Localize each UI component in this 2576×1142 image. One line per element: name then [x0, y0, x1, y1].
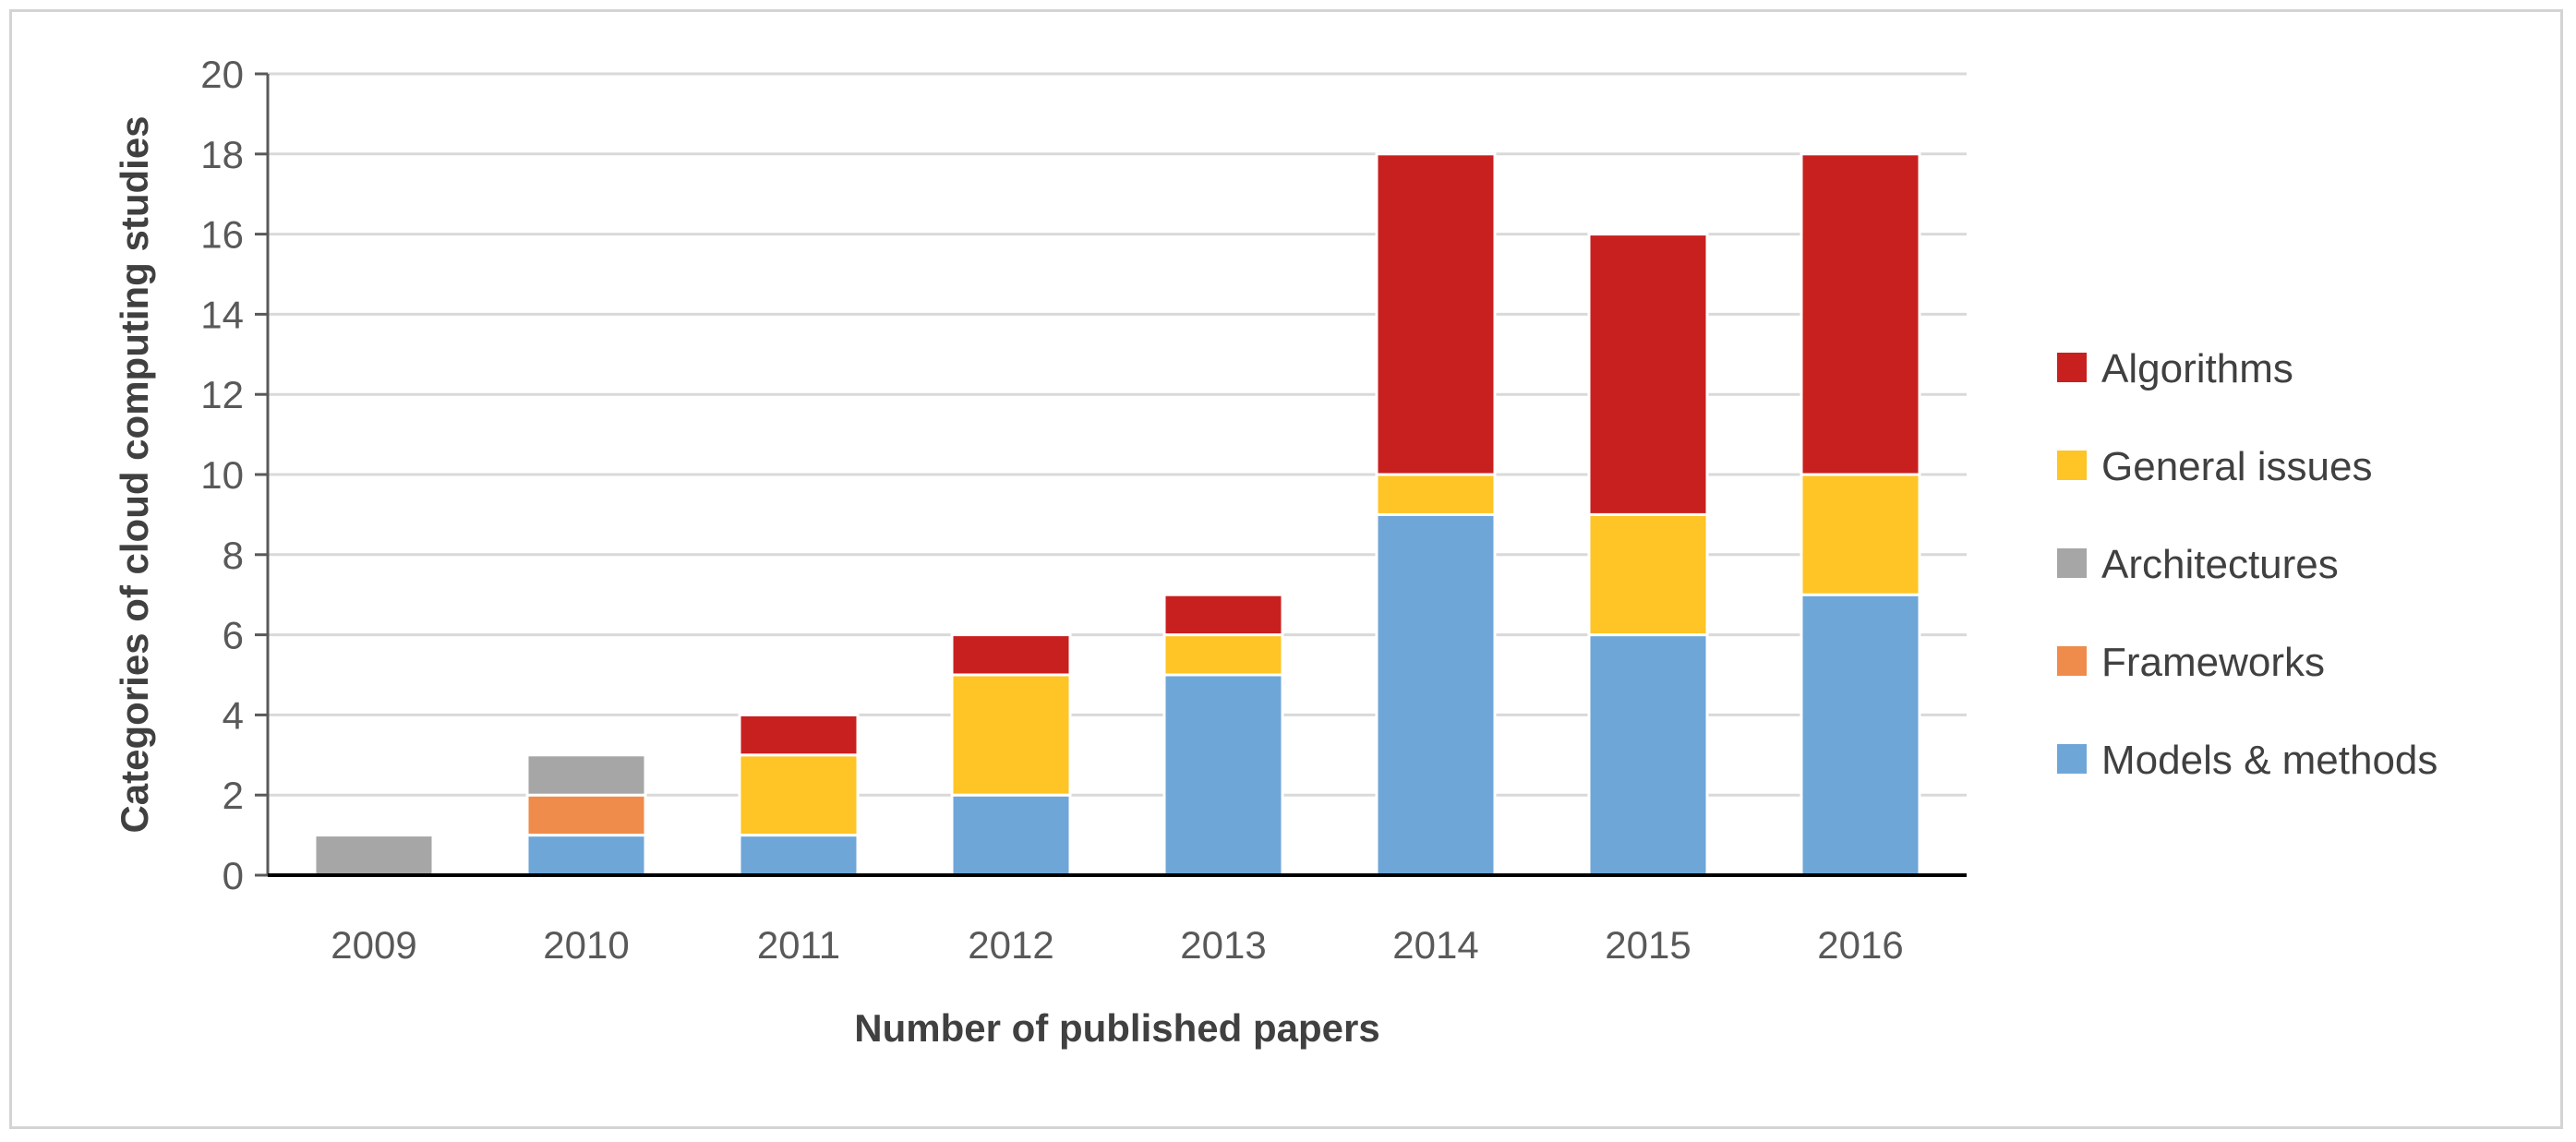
- x-tick-label: 2010: [543, 923, 629, 967]
- legend-label-models-and-methods: Models & methods: [2101, 738, 2438, 783]
- bar-2012-general-issues: [950, 673, 1072, 797]
- gridlines: [268, 72, 1967, 797]
- x-tick-label: 2014: [1392, 923, 1478, 967]
- y-tick-labels: 0 2 4 6 8 10 12 14 16 18 20: [200, 53, 244, 897]
- bar-2016-general-issues: [1800, 473, 1921, 596]
- x-tick-label: 2013: [1180, 923, 1266, 967]
- y-tick-label: 18: [200, 133, 244, 176]
- bar-2016-models-and-methods: [1800, 593, 1921, 877]
- y-tick-label: 4: [223, 693, 244, 737]
- bar-2011-general-issues: [738, 753, 860, 837]
- y-tick-label: 14: [200, 293, 244, 336]
- x-tick-label: 2012: [968, 923, 1053, 967]
- bar-2016-algorithms: [1800, 152, 1921, 476]
- bar-2015-general-issues: [1587, 512, 1709, 637]
- bar-2014-models-and-methods: [1375, 512, 1497, 877]
- bar-2012-algorithms: [950, 633, 1072, 677]
- bar-2012-models-and-methods: [950, 793, 1072, 877]
- bar-2011-algorithms: [738, 713, 860, 757]
- bar-2010-architectures: [525, 753, 647, 797]
- bars: [313, 152, 1921, 877]
- legend: Algorithms General issues Architectures Fra…: [2057, 346, 2438, 783]
- legend-swatch-models-and-methods: [2057, 744, 2087, 774]
- y-tick-label: 20: [200, 53, 244, 96]
- y-tick-label: 12: [200, 373, 244, 416]
- legend-swatch-general-issues: [2057, 451, 2087, 480]
- x-axis-title: Number of published papers: [854, 1006, 1379, 1050]
- legend-label-algorithms: Algorithms: [2101, 346, 2293, 391]
- bar-2013-general-issues: [1162, 633, 1284, 677]
- y-tick-label: 8: [223, 534, 244, 577]
- y-tick-label: 2: [223, 774, 244, 817]
- y-axis-title: Categories of cloud computing studies: [113, 115, 156, 833]
- y-tick-label: 0: [223, 854, 244, 897]
- axes: [255, 72, 1967, 877]
- bar-2014-algorithms: [1375, 152, 1497, 476]
- legend-swatch-architectures: [2057, 548, 2087, 578]
- legend-label-frameworks: Frameworks: [2101, 640, 2325, 685]
- bar-2011-models-and-methods: [738, 834, 860, 877]
- x-tick-label: 2015: [1605, 923, 1691, 967]
- legend-label-general-issues: General issues: [2101, 444, 2372, 489]
- legend-label-architectures: Architectures: [2101, 542, 2339, 587]
- x-tick-labels: 2009 2010 2011 2012 2013 2014 2015 2016: [331, 923, 1903, 967]
- chart-frame: [9, 9, 2563, 1129]
- bar-2010-models-and-methods: [525, 834, 647, 877]
- x-tick-label: 2009: [331, 923, 416, 967]
- x-tick-label: 2016: [1817, 923, 1903, 967]
- y-tick-label: 10: [200, 453, 244, 497]
- y-tick-label: 6: [223, 614, 244, 657]
- bar-2013-models-and-methods: [1162, 673, 1284, 877]
- bar-2010-frameworks: [525, 793, 647, 837]
- bar-2014-general-issues: [1375, 473, 1497, 516]
- legend-swatch-algorithms: [2057, 353, 2087, 382]
- bar-2015-models-and-methods: [1587, 633, 1709, 877]
- bar-2013-algorithms: [1162, 593, 1284, 637]
- bar-2009-architectures: [313, 834, 435, 877]
- bar-2015-algorithms: [1587, 233, 1709, 516]
- x-tick-label: 2011: [757, 923, 840, 967]
- legend-swatch-frameworks: [2057, 646, 2087, 676]
- y-tick-label: 16: [200, 213, 244, 257]
